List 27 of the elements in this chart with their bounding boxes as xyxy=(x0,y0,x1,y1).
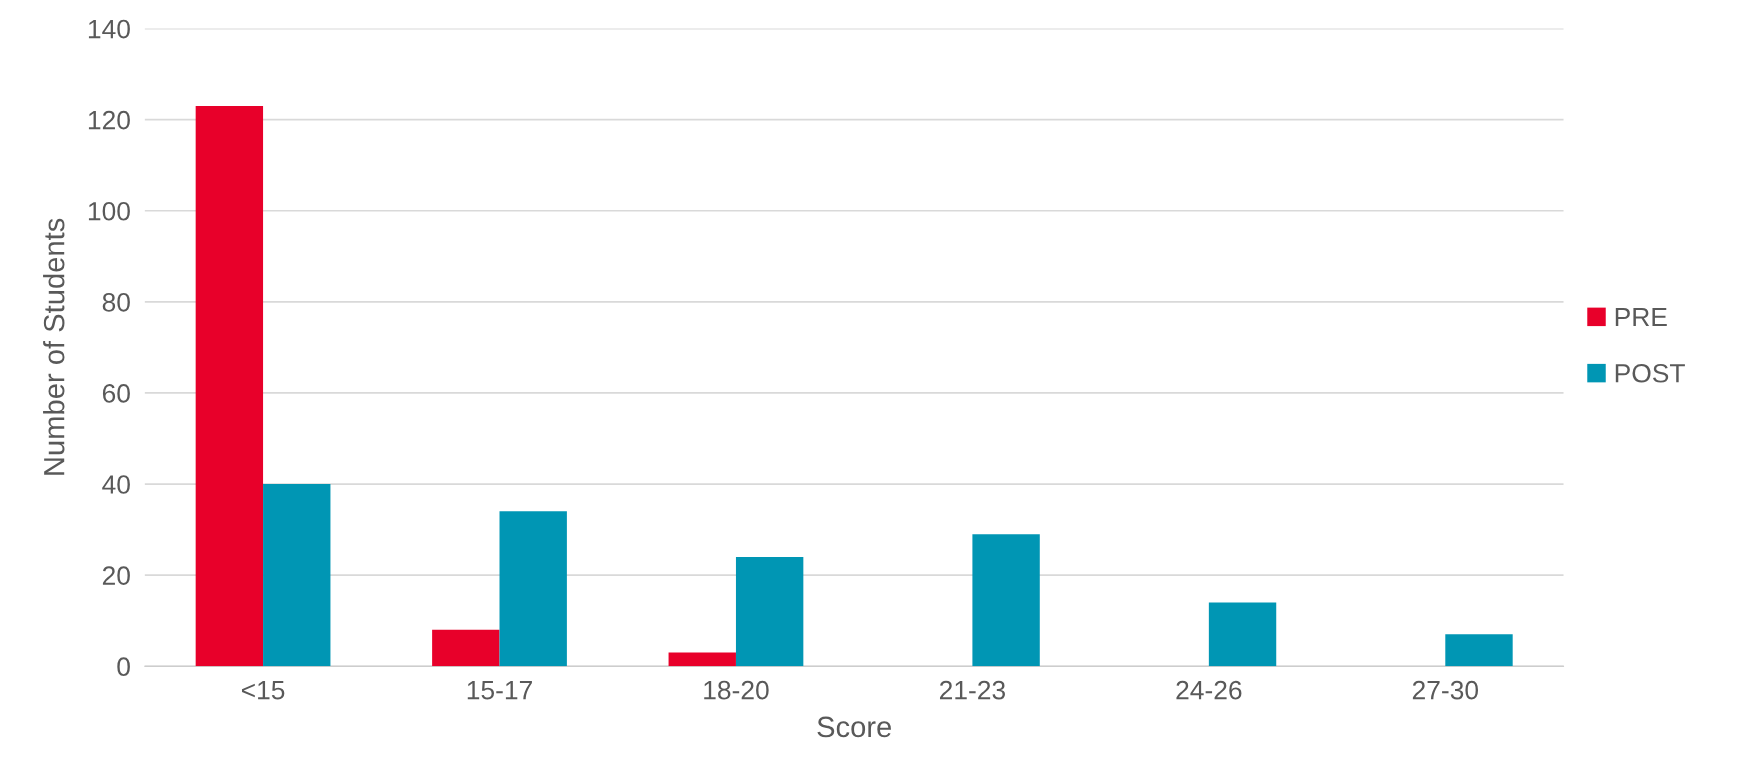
x-axis-title: Score xyxy=(817,716,891,738)
y-tick-label: 120 xyxy=(88,110,130,130)
y-axis-title: Number of Students xyxy=(43,218,65,475)
x-tick-label: 21-23 xyxy=(939,680,1005,700)
y-tick-label: 60 xyxy=(102,384,130,403)
bar xyxy=(499,511,567,667)
y-tick-label: 100 xyxy=(88,201,130,221)
x-tick-label: 24-26 xyxy=(1176,680,1242,700)
bar xyxy=(195,106,264,667)
y-tick-label: 20 xyxy=(102,566,130,585)
bar xyxy=(668,652,736,667)
y-tick-label: 80 xyxy=(102,292,130,312)
bar xyxy=(263,484,331,667)
y-tick-label: 140 xyxy=(88,19,130,39)
y-tick-label: 40 xyxy=(102,475,130,494)
bar xyxy=(972,534,1040,667)
legend-label: PRE xyxy=(1615,307,1667,327)
x-tick-label: 27-30 xyxy=(1412,680,1479,700)
bar xyxy=(735,556,804,667)
x-tick-label: 15-17 xyxy=(467,681,532,700)
x-tick-label: 18-20 xyxy=(704,680,769,700)
x-tick-label: <15 xyxy=(241,681,285,700)
bar xyxy=(1445,634,1513,667)
bar xyxy=(1208,602,1277,667)
legend-label: POST xyxy=(1615,363,1685,383)
bar xyxy=(432,629,500,667)
y-tick-label: 0 xyxy=(117,657,130,677)
